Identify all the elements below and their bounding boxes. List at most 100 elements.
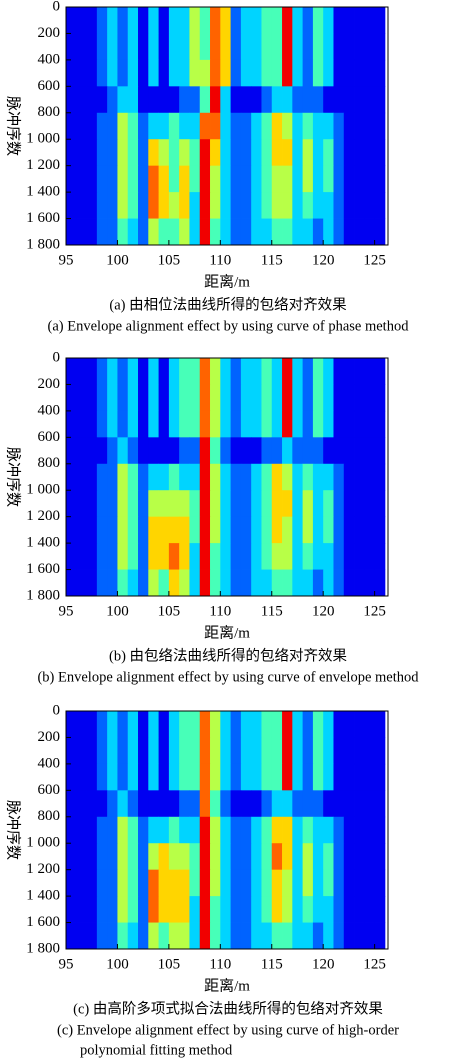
y-tick-label: 1 600: [26, 561, 60, 577]
heat-cell: [323, 490, 334, 518]
x-axis-label: 距离/m: [204, 624, 250, 641]
heat-cell: [261, 192, 273, 219]
heat-cell: [292, 896, 304, 923]
heat-cell: [158, 410, 170, 438]
heat-cell: [189, 33, 201, 61]
heat-cell: [210, 463, 221, 491]
heat-cell: [86, 139, 98, 167]
heat-cell: [364, 490, 376, 518]
heat-cell: [323, 384, 334, 412]
heat-cell: [117, 112, 129, 140]
heat-cell: [230, 490, 242, 518]
heat-cell: [148, 384, 159, 412]
heat-cell: [148, 33, 159, 61]
heat-cell: [343, 569, 355, 597]
heat-cell: [96, 384, 108, 412]
heat-cell: [220, 410, 232, 438]
heat-cell: [364, 737, 376, 765]
heat-cell: [282, 816, 293, 844]
heat-cell: [312, 218, 324, 246]
y-tick-label: 1 800: [26, 236, 60, 252]
heat-cell: [96, 569, 108, 597]
heat-cell: [220, 869, 232, 897]
heat-cell: [292, 569, 304, 597]
heat-cell: [96, 843, 108, 871]
heat-cell: [189, 410, 201, 438]
heat-cell: [282, 192, 293, 219]
heat-cell: [323, 59, 334, 87]
heat-cell: [117, 543, 129, 570]
heat-cell: [312, 922, 324, 950]
heat-cell: [199, 7, 211, 34]
heat-cell: [189, 437, 201, 465]
heat-cell: [343, 816, 355, 844]
x-tick-label: 115: [261, 956, 283, 972]
heat-cell: [220, 358, 232, 385]
heat-cell: [333, 218, 345, 246]
heat-cell: [240, 869, 252, 897]
heat-cell: [261, 843, 273, 871]
heat-cell: [354, 922, 365, 950]
heat-cell: [158, 922, 170, 950]
heat-cell: [261, 358, 273, 385]
heat-cell: [282, 7, 293, 34]
heat-cell: [117, 869, 129, 897]
heat-cell: [374, 490, 386, 518]
heat-cell: [292, 790, 304, 818]
heat-cell: [354, 869, 365, 897]
heat-cell: [107, 843, 118, 871]
heat-cell: [158, 569, 170, 597]
heat-cell: [251, 139, 262, 167]
heat-cell: [148, 59, 159, 87]
heat-cell: [302, 922, 314, 950]
heat-cell: [364, 86, 376, 114]
heat-cell: [343, 59, 355, 87]
heat-cell: [220, 711, 232, 738]
heat-cell: [312, 711, 324, 738]
heat-cell: [343, 410, 355, 438]
heat-cell: [210, 737, 221, 765]
heat-cell: [230, 218, 242, 246]
heat-cell: [66, 737, 77, 765]
heat-cell: [282, 543, 293, 570]
heat-cell: [292, 816, 304, 844]
x-axis-label: 距离/m: [204, 977, 250, 994]
heat-cell: [168, 410, 180, 438]
heat-cell: [220, 139, 232, 167]
heat-cell: [210, 516, 221, 544]
x-tick-label: 95: [59, 603, 74, 619]
x-tick-label: 105: [158, 956, 181, 972]
heat-cell: [374, 711, 386, 738]
heat-cell: [302, 59, 314, 87]
heat-cell: [107, 737, 118, 765]
heat-cell: [179, 33, 190, 61]
heat-cell: [117, 7, 129, 34]
heat-cell: [354, 790, 365, 818]
heat-cell: [292, 763, 304, 791]
heat-cell: [127, 59, 139, 87]
heat-cell: [138, 763, 149, 791]
y-tick-label: 1 800: [26, 940, 60, 956]
heat-cell: [148, 192, 159, 219]
heat-cell: [282, 33, 293, 61]
heat-cell: [354, 543, 365, 570]
heat-cell: [220, 896, 232, 923]
heat-cell: [333, 59, 345, 87]
heat-cell: [127, 384, 139, 412]
heat-cell: [271, 86, 283, 114]
heat-cell: [374, 112, 386, 140]
heat-cell: [86, 869, 98, 897]
heat-cell: [271, 192, 283, 219]
heat-cell: [66, 59, 77, 87]
heat-cell: [261, 112, 273, 140]
heat-cell: [251, 86, 262, 114]
heat-cell: [354, 384, 365, 412]
heat-cell: [199, 763, 211, 791]
x-tick-label: 100: [106, 956, 129, 972]
heat-cell: [138, 922, 149, 950]
heat-cell: [333, 358, 345, 385]
heat-cell: [282, 463, 293, 491]
heat-cell: [312, 7, 324, 34]
heat-cell: [117, 790, 129, 818]
heat-cell: [261, 737, 273, 765]
